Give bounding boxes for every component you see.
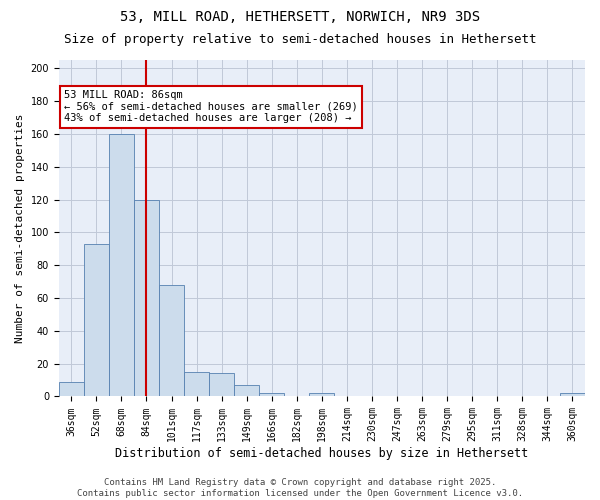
Bar [234,385,259,396]
Text: 53 MILL ROAD: 86sqm
← 56% of semi-detached houses are smaller (269)
43% of semi-: 53 MILL ROAD: 86sqm ← 56% of semi-detach… [64,90,358,124]
Bar [259,393,284,396]
X-axis label: Distribution of semi-detached houses by size in Hethersett: Distribution of semi-detached houses by … [115,447,529,460]
Text: Contains HM Land Registry data © Crown copyright and database right 2025.
Contai: Contains HM Land Registry data © Crown c… [77,478,523,498]
Text: Size of property relative to semi-detached houses in Hethersett: Size of property relative to semi-detach… [64,32,536,46]
Bar [59,382,84,396]
Bar [209,374,234,396]
Text: 53, MILL ROAD, HETHERSETT, NORWICH, NR9 3DS: 53, MILL ROAD, HETHERSETT, NORWICH, NR9 … [120,10,480,24]
Bar [159,285,184,397]
Bar [134,200,159,396]
Bar [84,244,109,396]
Bar [184,372,209,396]
Bar [560,393,585,396]
Y-axis label: Number of semi-detached properties: Number of semi-detached properties [15,114,25,343]
Bar [109,134,134,396]
Bar [310,393,334,396]
